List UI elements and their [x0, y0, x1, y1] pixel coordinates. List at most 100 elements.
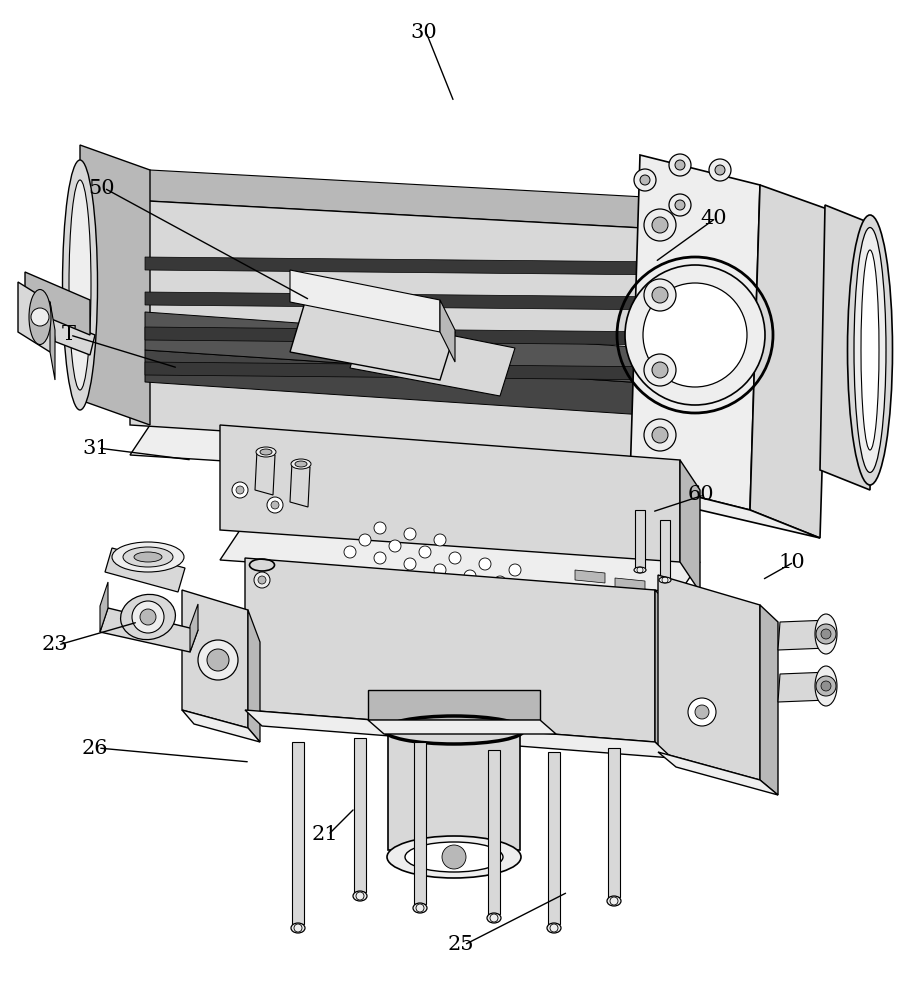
Circle shape: [464, 570, 476, 582]
Circle shape: [374, 552, 386, 564]
Polygon shape: [245, 710, 672, 758]
Polygon shape: [388, 715, 520, 850]
Circle shape: [821, 629, 831, 639]
Polygon shape: [220, 425, 680, 562]
Polygon shape: [750, 185, 830, 538]
Circle shape: [404, 558, 416, 570]
Ellipse shape: [607, 896, 621, 906]
Circle shape: [449, 552, 461, 564]
Ellipse shape: [260, 449, 272, 455]
Text: 31: 31: [82, 438, 109, 458]
Polygon shape: [615, 578, 645, 591]
Polygon shape: [290, 270, 440, 332]
Circle shape: [669, 154, 691, 176]
Circle shape: [509, 564, 521, 576]
Polygon shape: [778, 672, 830, 702]
Circle shape: [140, 609, 156, 625]
Circle shape: [644, 279, 676, 311]
Ellipse shape: [353, 891, 367, 901]
Circle shape: [669, 194, 691, 216]
Circle shape: [419, 546, 431, 558]
Ellipse shape: [121, 594, 175, 640]
Ellipse shape: [291, 923, 305, 933]
Text: 10: 10: [778, 552, 805, 572]
Ellipse shape: [487, 913, 501, 923]
Polygon shape: [18, 282, 55, 352]
Circle shape: [625, 265, 765, 405]
Polygon shape: [820, 205, 875, 490]
Circle shape: [643, 283, 747, 387]
Polygon shape: [488, 750, 500, 914]
Polygon shape: [660, 520, 670, 580]
Polygon shape: [575, 570, 605, 583]
Circle shape: [821, 681, 831, 691]
Ellipse shape: [547, 923, 561, 933]
Polygon shape: [105, 548, 185, 592]
Polygon shape: [635, 510, 645, 570]
Ellipse shape: [854, 228, 886, 473]
Ellipse shape: [62, 160, 97, 410]
Circle shape: [254, 572, 270, 588]
Polygon shape: [245, 558, 655, 742]
Ellipse shape: [659, 577, 671, 583]
Circle shape: [652, 427, 668, 443]
Polygon shape: [655, 590, 672, 758]
Circle shape: [644, 354, 676, 386]
Circle shape: [652, 362, 668, 378]
Ellipse shape: [861, 250, 879, 450]
Polygon shape: [292, 742, 304, 924]
Text: 50: 50: [88, 178, 115, 198]
Circle shape: [644, 419, 676, 451]
Circle shape: [816, 624, 836, 644]
Ellipse shape: [387, 836, 521, 878]
Text: 40: 40: [700, 209, 727, 228]
Circle shape: [675, 160, 685, 170]
Circle shape: [236, 486, 244, 494]
Polygon shape: [145, 350, 675, 417]
Circle shape: [271, 501, 279, 509]
Text: T: T: [62, 326, 76, 344]
Text: 25: 25: [448, 936, 474, 954]
Circle shape: [695, 705, 709, 719]
Ellipse shape: [134, 552, 162, 562]
Polygon shape: [440, 300, 455, 362]
Polygon shape: [130, 425, 700, 490]
Circle shape: [652, 217, 668, 233]
Circle shape: [374, 522, 386, 534]
Polygon shape: [80, 145, 150, 425]
Polygon shape: [368, 690, 540, 720]
Polygon shape: [608, 748, 620, 897]
Circle shape: [479, 558, 491, 570]
Ellipse shape: [815, 666, 837, 706]
Circle shape: [442, 845, 466, 869]
Circle shape: [652, 287, 668, 303]
Ellipse shape: [291, 459, 311, 469]
Polygon shape: [25, 272, 90, 335]
Ellipse shape: [848, 215, 892, 485]
Circle shape: [675, 200, 685, 210]
Polygon shape: [182, 710, 260, 742]
Circle shape: [389, 540, 401, 552]
Ellipse shape: [295, 461, 307, 467]
Ellipse shape: [69, 180, 91, 390]
Circle shape: [207, 649, 229, 671]
Polygon shape: [760, 605, 778, 795]
Polygon shape: [25, 308, 95, 355]
Circle shape: [494, 576, 506, 588]
Polygon shape: [190, 604, 198, 652]
Text: 23: 23: [42, 636, 69, 654]
Ellipse shape: [405, 842, 503, 872]
Polygon shape: [182, 590, 248, 728]
Polygon shape: [145, 327, 675, 345]
Circle shape: [524, 582, 536, 594]
Circle shape: [344, 546, 356, 558]
Polygon shape: [414, 742, 426, 904]
Polygon shape: [290, 302, 455, 380]
Ellipse shape: [112, 542, 184, 572]
Circle shape: [715, 165, 725, 175]
Polygon shape: [50, 302, 55, 380]
Circle shape: [232, 482, 248, 498]
Ellipse shape: [634, 567, 646, 573]
Ellipse shape: [256, 447, 276, 457]
Polygon shape: [100, 608, 198, 652]
